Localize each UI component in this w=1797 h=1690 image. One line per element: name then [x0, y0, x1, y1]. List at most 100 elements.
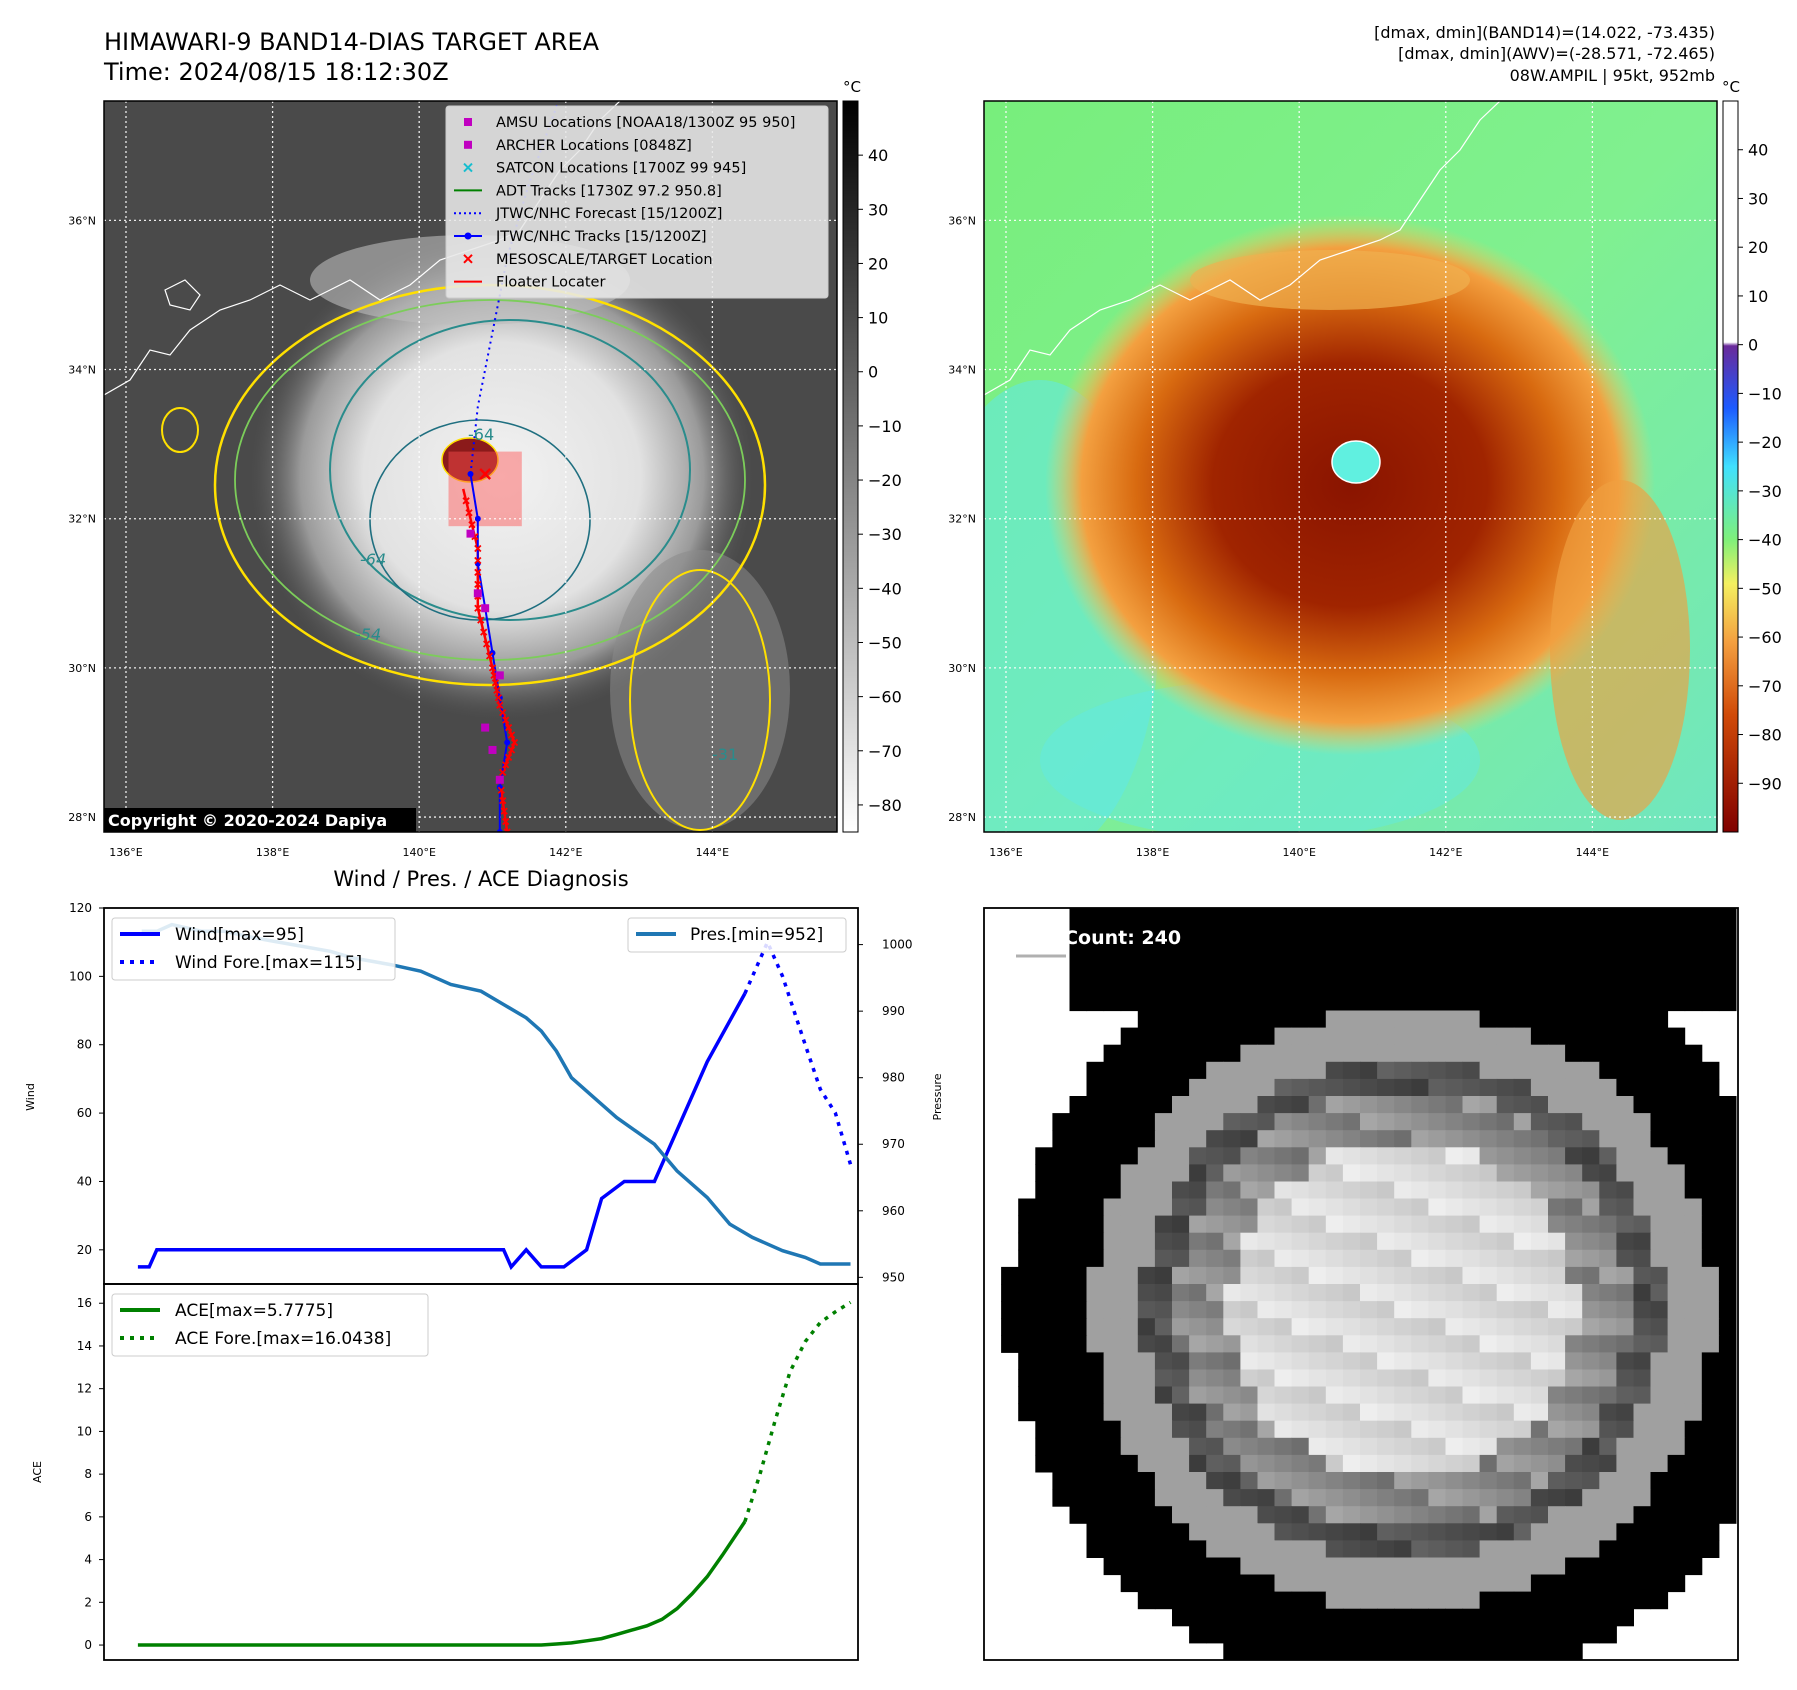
wmg-cell: [1069, 1352, 1088, 1370]
wmg-cell: [1530, 1454, 1549, 1473]
ace-tick-label: 4: [84, 1553, 92, 1567]
wmg-cell: [1223, 976, 1241, 994]
wmg-cell: [1052, 1215, 1070, 1234]
wmg-cell: [1633, 1301, 1652, 1319]
wmg-cell: [1377, 1625, 1395, 1644]
jtwc-track-point: [467, 470, 474, 477]
wmg-cell: [1548, 942, 1566, 960]
wmg-cell: [1718, 1232, 1737, 1251]
amsu-location-marker: [473, 589, 482, 598]
wmg-cell: [1377, 1454, 1395, 1473]
info-awv: [dmax, dmin](AWV)=(-28.571, -72.465): [1398, 44, 1715, 63]
wmg-cell: [1548, 1096, 1566, 1114]
wmg-cell: [1718, 1215, 1737, 1234]
wmg-cell: [1479, 1232, 1498, 1251]
wmg-cell: [1650, 1113, 1669, 1131]
wmg-cell: [1377, 1574, 1395, 1593]
wmg-cell: [1342, 1061, 1361, 1080]
wmg-cell: [1513, 1078, 1532, 1097]
ace-tick-label: 14: [77, 1339, 92, 1353]
wmg-cell: [1172, 1147, 1190, 1165]
wmg-cell: [1582, 1044, 1600, 1063]
wmg-cell: [1291, 1386, 1310, 1405]
wmg-cell: [1274, 1027, 1293, 1046]
wmg-cell: [1599, 1625, 1617, 1644]
wmg-cell: [1667, 1437, 1686, 1456]
wmg-cell: [1445, 1335, 1464, 1353]
wmg-cell: [1548, 1625, 1566, 1644]
wmg-cell: [1530, 1352, 1549, 1370]
wmg-cell: [1428, 1557, 1446, 1576]
floater-location-marker: [462, 497, 470, 505]
wmg-cell: [1240, 1147, 1258, 1165]
wmg-cell: [1257, 1642, 1276, 1661]
wmg-cell: [1342, 1232, 1361, 1251]
wmg-cell: [1103, 1557, 1122, 1576]
wmg-cell: [1513, 1454, 1532, 1473]
wmg-cell: [1411, 1403, 1429, 1422]
wmg-cell: [1394, 1642, 1412, 1661]
wmg-cell: [1633, 1181, 1652, 1200]
wmg-cell: [1240, 1352, 1258, 1370]
wmg-cell: [1684, 1113, 1703, 1131]
wmg-cell: [1001, 1301, 1019, 1319]
wmg-cell: [1103, 1266, 1122, 1285]
wmg-cell: [1325, 1523, 1344, 1541]
wmg-cell: [1462, 908, 1481, 926]
wmg-cell: [1530, 959, 1549, 977]
wmg-cell: [1530, 925, 1549, 943]
wmg-cell: [1257, 1181, 1276, 1200]
wmg-cell: [1189, 942, 1207, 960]
wmg-cell: [1530, 1266, 1549, 1285]
wmg-cell: [1667, 1489, 1686, 1507]
wmg-cell: [1120, 1352, 1139, 1370]
wmg-cell: [1530, 1130, 1549, 1148]
wmg-cell: [1394, 1540, 1412, 1558]
wmg-cell: [1240, 1642, 1258, 1661]
wmg-cell: [1052, 1420, 1070, 1439]
wmg-cell: [1223, 1574, 1241, 1593]
wmg-cell: [1342, 1420, 1361, 1439]
wmg-cell: [1154, 1386, 1173, 1405]
wmg-cell: [1120, 1540, 1139, 1558]
wmg-cell: [1086, 1437, 1105, 1456]
wmg-cell: [1223, 925, 1241, 943]
wmg-cell: [1086, 1130, 1105, 1148]
wmg-cell: [1582, 1061, 1600, 1080]
wmg-cell: [1018, 1284, 1036, 1302]
contour-label-4: -31: [712, 745, 738, 764]
wmg-cell: [1274, 1352, 1293, 1370]
ace-legend-box: [111, 1293, 429, 1357]
floater-location-marker: [510, 738, 519, 747]
wmg-cell: [1274, 1369, 1293, 1388]
wmg-cell: [1240, 1472, 1258, 1490]
wmg-cell: [1308, 1420, 1327, 1439]
wmg-cell: [1120, 942, 1139, 960]
wmg-cell: [1479, 1249, 1498, 1268]
wmg-cell: [1291, 908, 1310, 926]
wmg-cell: [1069, 1164, 1088, 1182]
wmg-cell: [1274, 1642, 1293, 1661]
wmg-cell: [1428, 1130, 1446, 1148]
wmg-cell: [1103, 925, 1122, 943]
wmg-cell: [1479, 1472, 1498, 1490]
wmg-cell: [1428, 1437, 1446, 1456]
wmg-cell: [1599, 1608, 1617, 1627]
floater-location-marker: [491, 679, 500, 687]
wmg-cell: [1274, 1147, 1293, 1165]
wmg-cell: [1069, 993, 1088, 1012]
wmg-cell: [1684, 1096, 1703, 1114]
colorbar-tick-label: 40: [1748, 141, 1768, 160]
wmg-cell: [1291, 1642, 1310, 1661]
wmg-cell: [1633, 1010, 1652, 1029]
wmg-cell: [1257, 1113, 1276, 1131]
wmg-cell: [1479, 1625, 1498, 1644]
wmg-cell: [1462, 1113, 1481, 1131]
wmg-cell: [1445, 1625, 1464, 1644]
wmg-cell: [1565, 1096, 1583, 1114]
wmg-cell: [1257, 1318, 1276, 1336]
wmg-cell: [1394, 959, 1412, 977]
wmg-cell: [1633, 1557, 1652, 1576]
wmg-cell: [1565, 1010, 1583, 1029]
wmg-cell: [1462, 1454, 1481, 1473]
